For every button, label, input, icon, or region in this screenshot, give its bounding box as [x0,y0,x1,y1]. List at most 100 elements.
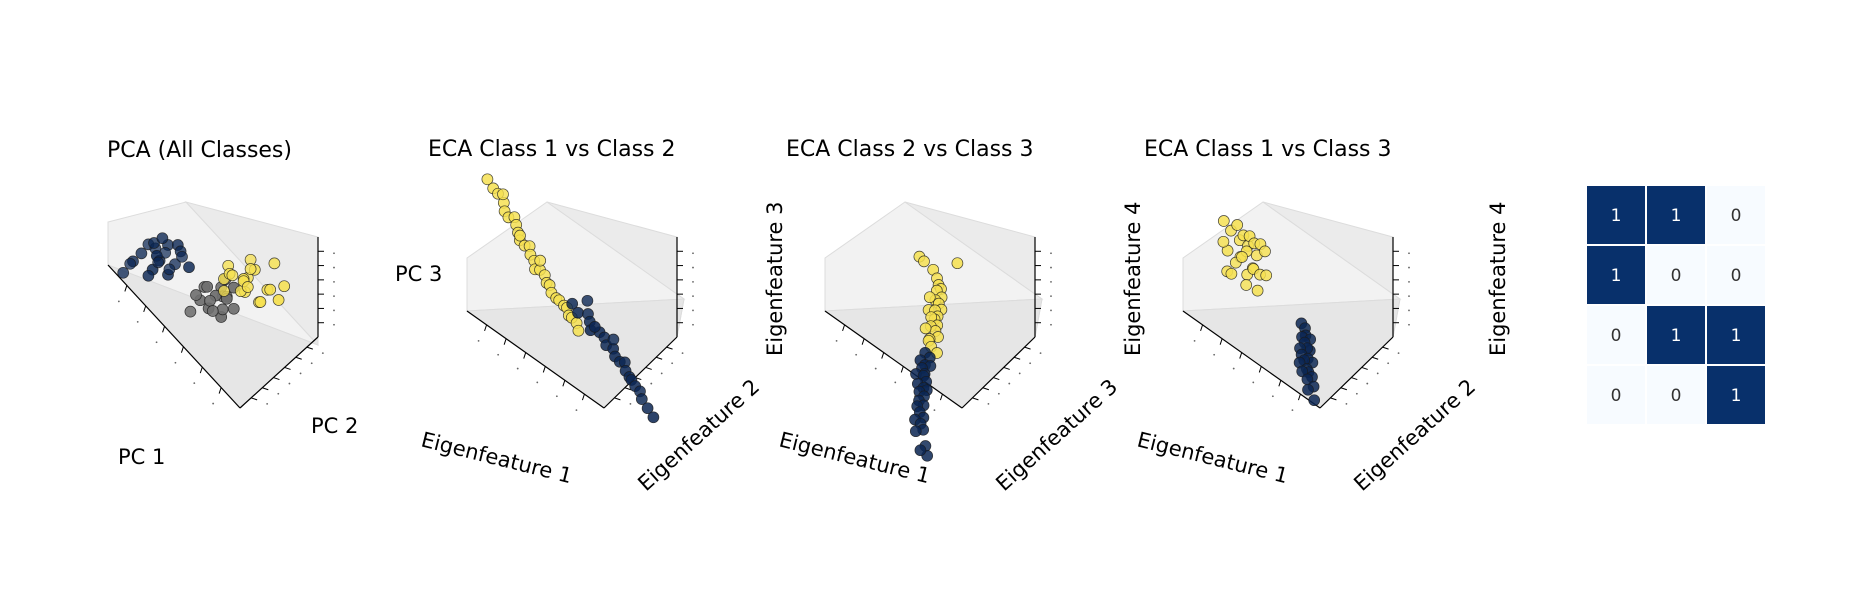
matrix-cell-value: 0 [1611,386,1622,406]
y-tick-dot [1366,382,1369,385]
y-tick [1382,346,1389,350]
matrix-cell-value: 1 [1611,266,1622,286]
scatter-point-class-2 [572,324,585,337]
y-tick [250,397,258,401]
x-tick [523,352,527,359]
scatter-point-class-1 [152,256,165,269]
matrix-cell [1587,306,1645,364]
x-tick-dot [497,353,500,356]
y-tick-dot [1029,362,1032,365]
chart-title-eca-12: ECA Class 1 vs Class 2 [428,137,676,162]
scatter-point-class-1 [1308,394,1321,407]
x-axis-line [107,264,241,409]
z-tick-dot [1050,266,1052,269]
x-tick-dot [1213,353,1216,356]
y-axis-line [1319,336,1394,409]
z-tick-dot [692,323,694,326]
eca-13-zlabel: Eigenfeature 4 [1486,201,1510,356]
pca-zlabel: PC 3 [395,262,442,286]
scatter-point-class-1 [566,297,579,310]
matrix-cell-value: 0 [1671,386,1682,406]
y-tick [1330,397,1337,401]
y-tick [1351,377,1358,381]
z-tick-dot [333,280,335,283]
matrix-cell-value: 1 [1731,386,1742,406]
z-tick-dot [1050,252,1052,255]
eca-12-zlabel: Eigenfeature 3 [763,201,787,356]
y-tick-dot [1018,372,1021,375]
scatter-point-class-3 [1217,235,1230,248]
eca-13-axes [1181,201,1410,412]
scatter-point-class-1 [176,250,188,263]
matrix-cell-value: 1 [1671,206,1682,226]
y-tick-dot [997,392,1000,395]
scatter-point-class-3 [254,296,267,308]
scatter-point-class-1 [117,266,130,279]
x-tick [861,338,865,345]
scatter-point-class-2 [919,322,932,335]
x-tick-dot [117,300,120,303]
y-tick [645,366,652,370]
x-tick-dot [835,339,838,342]
y-tick [1003,366,1010,370]
x-tick-dot [1252,381,1255,384]
scatter-point-class-3 [272,294,285,306]
x-tick-dot [193,382,196,385]
z-tick-dot [692,280,694,283]
matrix-cell [1707,366,1765,424]
x-tick [542,366,546,373]
y-tick-dot [266,402,269,405]
scatter-point-class-2 [216,303,229,316]
z-tick-dot [692,252,694,255]
x-tick-dot [477,339,480,342]
y-tick-dot [1008,382,1011,385]
z-tick-dot [1050,295,1052,298]
scatter-point-class-1 [607,333,620,346]
z-tick-dot [333,309,335,312]
scatter-point-class-1 [588,321,601,333]
z-tick-dot [1050,323,1052,326]
x-tick-dot [536,381,539,384]
matrix-cell [1707,306,1765,364]
scatter-point-class-3 [218,285,230,297]
eca-12-points [481,173,660,424]
x-tick-dot [575,409,578,412]
matrix-cell [1647,246,1705,304]
scatter-point-class-3 [1240,279,1253,291]
eca-12-xlabel: Eigenfeature 1 [419,428,575,489]
matrix-cell [1647,186,1705,244]
scatter-point-class-2 [918,255,930,268]
x-tick [881,352,885,359]
floor-pane [1181,298,1401,409]
pca-ylabel: PC 2 [311,414,358,438]
scatter-point-class-2 [481,173,494,186]
z-tick-dot [692,266,694,269]
eca-13-xlabel: Eigenfeature 1 [1135,428,1291,489]
eca-23-zlabel: Eigenfeature 4 [1121,201,1145,356]
y-tick [624,387,632,391]
scatter-point-class-3 [278,280,291,293]
scatter-point-class-2 [534,254,547,267]
scatter-point-class-2 [497,188,509,201]
scatter-point-class-1 [142,269,155,282]
y-tick-dot [277,392,280,395]
x-tick-dot [874,367,877,370]
eca-12-axes [465,201,694,412]
eca-23-xlabel: Eigenfeature 1 [777,428,933,489]
y-tick-dot [1039,352,1042,355]
y-tick [1024,346,1031,350]
matrix-cell [1647,366,1705,424]
scatter-point-class-1 [581,294,594,307]
matrix-cell [1707,186,1765,244]
y-tick [262,387,269,391]
z-tick-dot [333,266,335,269]
chart-title-eca-13: ECA Class 1 vs Class 3 [1144,137,1392,162]
matrix-cell [1647,306,1705,364]
x-tick-dot [516,367,519,370]
scatter-point-class-2 [206,305,219,317]
y-tick-dot [299,372,302,375]
z-tick-dot [1408,309,1410,312]
x-tick-dot [212,402,215,405]
x-tick-dot [933,409,936,412]
y-tick-dot [288,382,291,385]
